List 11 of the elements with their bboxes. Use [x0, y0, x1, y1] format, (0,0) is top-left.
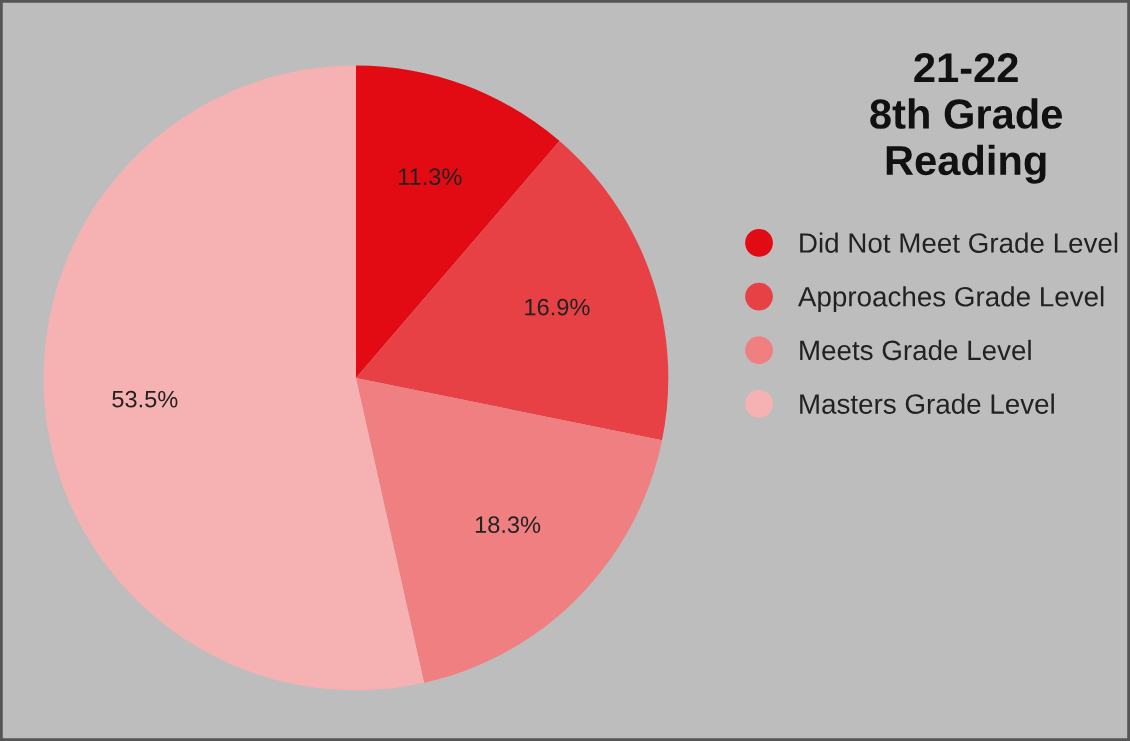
legend-label: Masters Grade Level — [800, 393, 1054, 414]
legend-label: Approaches Grade Level — [797, 286, 1104, 313]
pie-slice — [355, 377, 663, 683]
data-label: 18.3% — [475, 516, 541, 534]
data-label: 53.5% — [112, 390, 178, 408]
data-label: 16.9% — [525, 298, 590, 316]
legend-label: Meets Grade Level — [800, 339, 1031, 361]
pie-slice — [355, 141, 669, 441]
legend-label: Did Not Meet Grade Level — [800, 232, 1118, 253]
text: 21-22 8th Grade Reading — [870, 52, 1062, 184]
data-label: 11.3% — [398, 168, 462, 186]
